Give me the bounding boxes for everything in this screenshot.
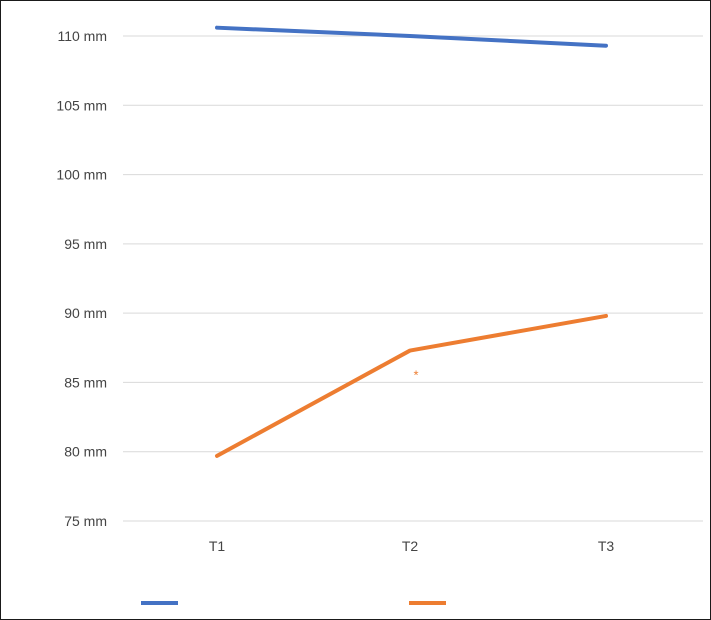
y-tick-label: 110 mm [57, 28, 107, 44]
series-line-2 [215, 313, 608, 458]
series-lines [215, 25, 608, 458]
y-tick-label: 80 mm [64, 444, 107, 460]
y-tick-label: 100 mm [56, 167, 107, 183]
y-tick-label: 95 mm [64, 236, 107, 252]
y-axis-tick-labels: 75 mm 80 mm 85 mm 90 mm 95 mm 100 mm 105 mm 110… [56, 28, 107, 529]
x-tick-label: T1 [209, 538, 226, 554]
y-tick-label: 85 mm [64, 374, 107, 390]
y-tick-label: 105 mm [56, 97, 107, 113]
significance-marker: * [413, 367, 418, 382]
x-tick-label: T2 [402, 538, 419, 554]
gridlines [123, 35, 703, 522]
annotations: * [413, 367, 418, 382]
y-tick-label: 90 mm [64, 305, 107, 321]
y-tick-label: 75 mm [64, 513, 107, 529]
series-line-1 [215, 25, 608, 48]
x-axis-tick-labels: T1 T2 T3 [209, 538, 615, 554]
x-tick-label: T3 [598, 538, 615, 554]
